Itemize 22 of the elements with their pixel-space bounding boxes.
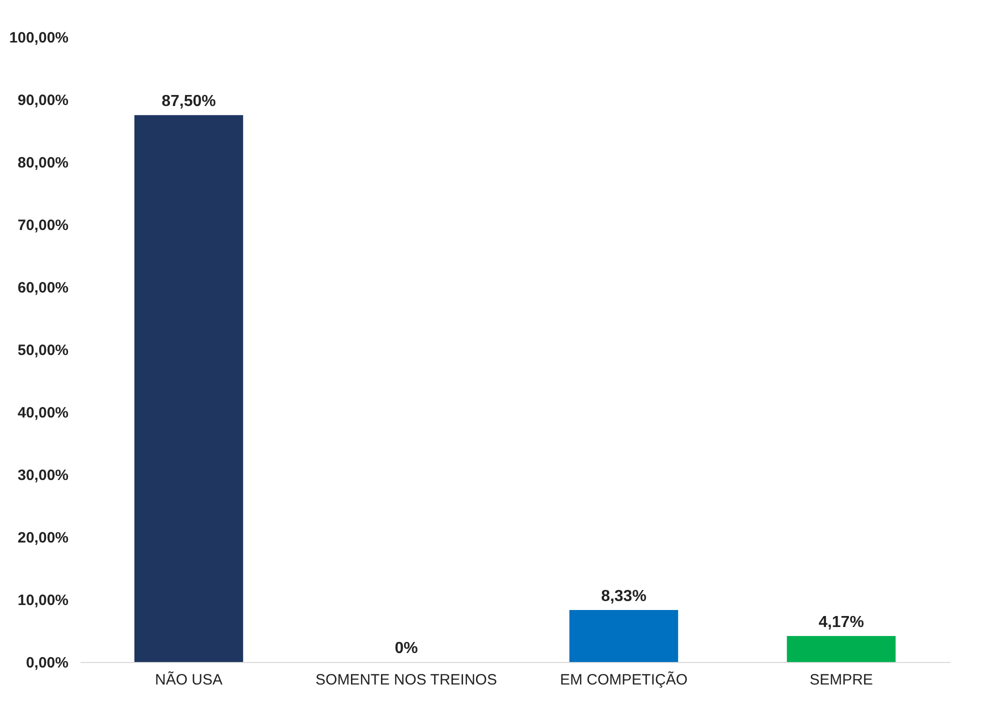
x-tick-label: SOMENTE NOS TREINOS [316, 672, 497, 688]
data-label: 8,33% [601, 588, 646, 605]
y-tick-label: 20,00% [18, 530, 68, 546]
x-tick-label: NÃO USA [154, 670, 223, 688]
data-label: 0% [394, 640, 418, 657]
data-label: 87,50% [162, 93, 216, 110]
bar [134, 115, 244, 662]
bar [786, 636, 896, 662]
y-tick-label: 80,00% [18, 154, 68, 172]
data-label: 4,17% [818, 614, 864, 631]
x-tick-label: SEMPRE [810, 672, 873, 688]
y-tick-label: 60,00% [18, 280, 68, 296]
y-tick-label: 30,00% [18, 467, 68, 484]
y-tick-label: 0,00% [26, 654, 68, 672]
y-tick-label: 10,00% [18, 592, 68, 609]
y-tick-label: 100,00% [9, 30, 68, 46]
bar [569, 610, 678, 662]
y-tick-label: 90,00% [18, 92, 68, 109]
y-tick-label: 40,00% [18, 404, 68, 422]
x-tick-label: EM COMPETIÇÃO [560, 670, 688, 688]
y-tick-label: 50,00% [18, 342, 68, 359]
y-tick-label: 70,00% [18, 217, 68, 234]
